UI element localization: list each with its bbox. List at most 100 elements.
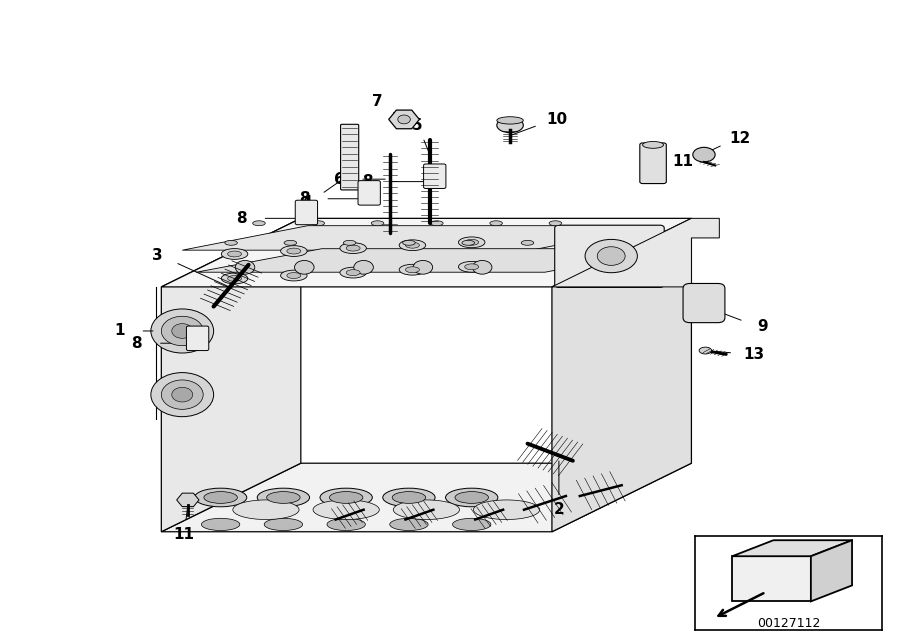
Text: 00127112: 00127112 <box>757 618 820 630</box>
Ellipse shape <box>346 245 360 251</box>
FancyBboxPatch shape <box>683 284 724 322</box>
FancyBboxPatch shape <box>358 181 381 205</box>
Ellipse shape <box>458 261 485 272</box>
Ellipse shape <box>372 221 383 226</box>
Ellipse shape <box>699 347 712 354</box>
Ellipse shape <box>455 492 489 503</box>
Ellipse shape <box>344 240 356 245</box>
Text: 12: 12 <box>730 130 751 146</box>
Polygon shape <box>182 226 657 250</box>
Polygon shape <box>552 218 691 532</box>
Ellipse shape <box>228 251 241 257</box>
Ellipse shape <box>497 117 523 124</box>
Ellipse shape <box>284 240 297 245</box>
Ellipse shape <box>521 240 534 245</box>
Ellipse shape <box>472 261 492 274</box>
Ellipse shape <box>225 240 238 245</box>
Ellipse shape <box>221 273 248 284</box>
Polygon shape <box>733 540 852 556</box>
FancyBboxPatch shape <box>424 164 446 188</box>
Text: 1: 1 <box>114 324 125 338</box>
FancyBboxPatch shape <box>640 143 666 184</box>
FancyBboxPatch shape <box>186 326 209 350</box>
Ellipse shape <box>549 221 562 226</box>
Ellipse shape <box>327 518 365 530</box>
Ellipse shape <box>265 518 302 530</box>
Ellipse shape <box>393 500 460 520</box>
Ellipse shape <box>405 242 419 248</box>
Text: 6: 6 <box>334 172 345 186</box>
Ellipse shape <box>204 492 238 503</box>
Text: 8: 8 <box>131 336 142 350</box>
Polygon shape <box>161 218 301 532</box>
Ellipse shape <box>161 316 203 346</box>
Ellipse shape <box>643 141 663 148</box>
Ellipse shape <box>392 492 426 503</box>
Ellipse shape <box>340 267 366 278</box>
Ellipse shape <box>233 500 299 520</box>
Ellipse shape <box>172 387 193 402</box>
Text: 7: 7 <box>373 94 382 109</box>
Ellipse shape <box>221 249 248 259</box>
Polygon shape <box>161 218 691 287</box>
Ellipse shape <box>266 492 300 503</box>
Ellipse shape <box>464 264 479 270</box>
Ellipse shape <box>430 221 443 226</box>
Text: 8: 8 <box>236 211 247 226</box>
Ellipse shape <box>281 270 307 281</box>
Text: 5: 5 <box>412 118 422 134</box>
Ellipse shape <box>151 373 213 417</box>
Ellipse shape <box>398 115 410 124</box>
Ellipse shape <box>346 270 360 275</box>
Ellipse shape <box>287 248 301 254</box>
FancyBboxPatch shape <box>554 225 664 287</box>
Ellipse shape <box>354 261 373 274</box>
Polygon shape <box>811 540 852 602</box>
Ellipse shape <box>228 275 241 281</box>
Ellipse shape <box>453 518 490 530</box>
Ellipse shape <box>400 240 426 251</box>
Ellipse shape <box>253 221 266 226</box>
Ellipse shape <box>172 324 193 338</box>
Ellipse shape <box>458 237 485 247</box>
Ellipse shape <box>235 261 255 274</box>
Ellipse shape <box>462 240 474 245</box>
Ellipse shape <box>151 309 213 353</box>
Ellipse shape <box>281 245 307 256</box>
Ellipse shape <box>413 261 433 274</box>
Ellipse shape <box>446 488 498 507</box>
Ellipse shape <box>287 273 301 279</box>
Text: 8: 8 <box>299 191 310 206</box>
Ellipse shape <box>312 221 325 226</box>
Ellipse shape <box>400 265 426 275</box>
Text: 8: 8 <box>362 174 373 189</box>
FancyBboxPatch shape <box>295 200 318 225</box>
Ellipse shape <box>405 266 419 273</box>
Ellipse shape <box>490 221 502 226</box>
Ellipse shape <box>598 247 626 265</box>
Ellipse shape <box>194 488 247 507</box>
Polygon shape <box>733 556 811 602</box>
Ellipse shape <box>473 500 540 520</box>
Ellipse shape <box>464 239 479 245</box>
Ellipse shape <box>693 148 716 162</box>
Ellipse shape <box>585 239 637 273</box>
Ellipse shape <box>390 518 428 530</box>
Text: 2: 2 <box>554 502 564 517</box>
Polygon shape <box>196 249 670 272</box>
FancyBboxPatch shape <box>340 124 359 190</box>
Ellipse shape <box>202 518 239 530</box>
Ellipse shape <box>161 380 203 410</box>
Ellipse shape <box>329 492 363 503</box>
Text: 10: 10 <box>546 112 567 127</box>
Text: 4: 4 <box>302 195 312 210</box>
Ellipse shape <box>340 243 366 254</box>
Ellipse shape <box>313 500 379 520</box>
Polygon shape <box>161 463 691 532</box>
Text: 13: 13 <box>743 347 765 362</box>
Text: 11: 11 <box>174 527 194 542</box>
Text: 9: 9 <box>757 319 768 335</box>
Text: 3: 3 <box>152 248 163 263</box>
Ellipse shape <box>497 118 523 133</box>
Ellipse shape <box>294 261 314 274</box>
